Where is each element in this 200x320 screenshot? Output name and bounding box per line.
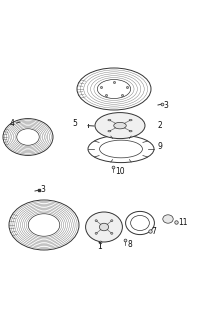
Text: 11: 11 bbox=[179, 218, 188, 227]
Text: 9: 9 bbox=[157, 142, 162, 151]
Ellipse shape bbox=[95, 232, 97, 234]
Text: 2: 2 bbox=[157, 121, 162, 130]
Text: 4: 4 bbox=[10, 118, 14, 127]
Text: 3: 3 bbox=[163, 100, 168, 109]
Text: 10: 10 bbox=[115, 167, 125, 177]
Ellipse shape bbox=[129, 130, 132, 132]
Text: 3: 3 bbox=[40, 186, 45, 195]
Ellipse shape bbox=[86, 212, 122, 242]
Text: 1: 1 bbox=[98, 242, 102, 251]
Ellipse shape bbox=[114, 122, 126, 129]
Ellipse shape bbox=[108, 130, 111, 132]
Ellipse shape bbox=[163, 215, 173, 223]
Ellipse shape bbox=[95, 220, 97, 221]
Ellipse shape bbox=[108, 119, 111, 121]
Text: 8: 8 bbox=[128, 240, 132, 249]
Ellipse shape bbox=[99, 223, 109, 231]
Ellipse shape bbox=[111, 232, 113, 234]
Text: 5: 5 bbox=[72, 119, 77, 128]
Ellipse shape bbox=[129, 119, 132, 121]
Ellipse shape bbox=[111, 220, 113, 221]
Ellipse shape bbox=[95, 113, 145, 139]
Text: 7: 7 bbox=[151, 227, 156, 236]
